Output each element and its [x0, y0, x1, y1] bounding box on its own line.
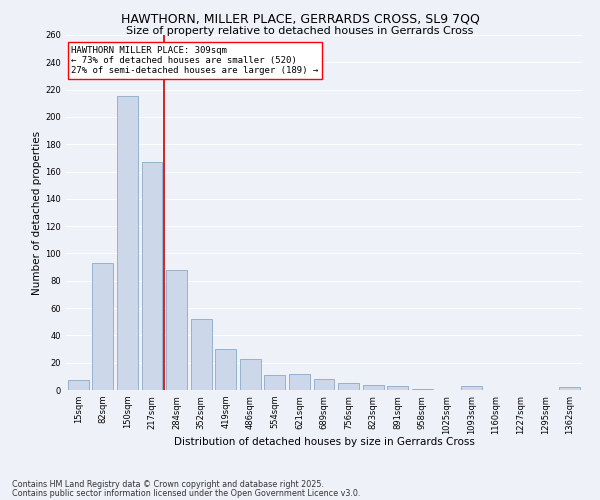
Bar [92, 263, 113, 390]
X-axis label: Distribution of detached houses by size in Gerrards Cross: Distribution of detached houses by size … [173, 437, 475, 447]
Bar [387, 386, 408, 390]
Bar [166, 270, 187, 390]
Bar [68, 380, 89, 390]
Bar [338, 383, 359, 390]
Bar [265, 375, 286, 390]
Bar [191, 319, 212, 390]
Text: Size of property relative to detached houses in Gerrards Cross: Size of property relative to detached ho… [127, 26, 473, 36]
Text: Contains public sector information licensed under the Open Government Licence v3: Contains public sector information licen… [12, 488, 361, 498]
Text: Contains HM Land Registry data © Crown copyright and database right 2025.: Contains HM Land Registry data © Crown c… [12, 480, 324, 489]
Bar [412, 388, 433, 390]
Bar [117, 96, 138, 390]
Bar [559, 388, 580, 390]
Bar [289, 374, 310, 390]
Bar [314, 379, 334, 390]
Text: HAWTHORN, MILLER PLACE, GERRARDS CROSS, SL9 7QQ: HAWTHORN, MILLER PLACE, GERRARDS CROSS, … [121, 12, 479, 26]
Text: HAWTHORN MILLER PLACE: 309sqm
← 73% of detached houses are smaller (520)
27% of : HAWTHORN MILLER PLACE: 309sqm ← 73% of d… [71, 46, 319, 76]
Bar [362, 384, 383, 390]
Y-axis label: Number of detached properties: Number of detached properties [32, 130, 43, 294]
Bar [215, 349, 236, 390]
Bar [461, 386, 482, 390]
Bar [240, 358, 261, 390]
Bar [142, 162, 163, 390]
